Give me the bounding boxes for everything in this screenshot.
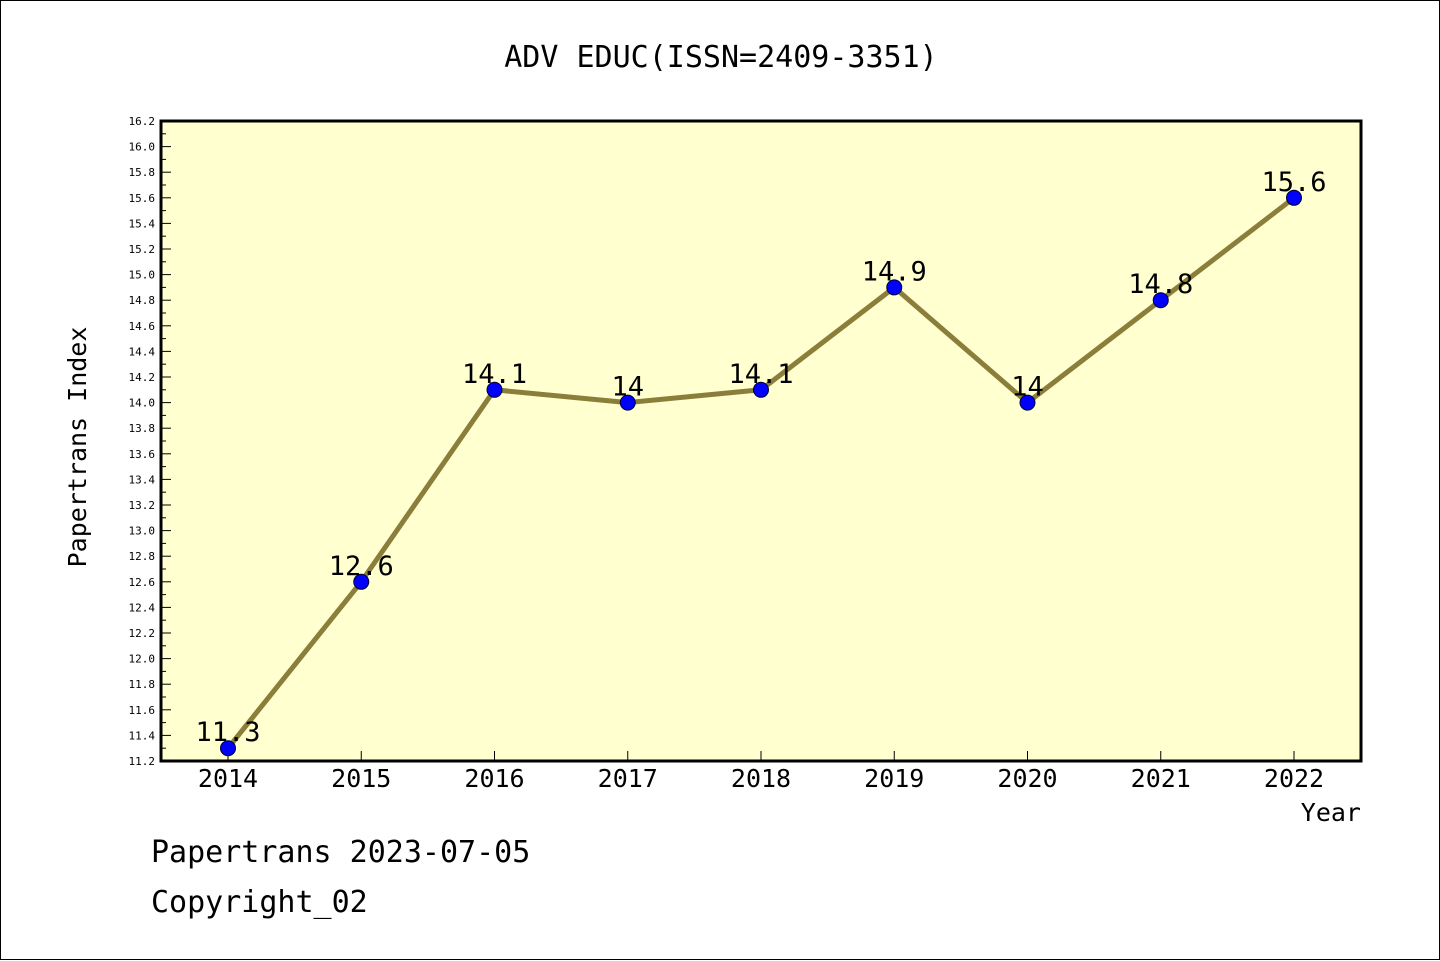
- y-tick-label: 16.0: [129, 141, 156, 154]
- y-tick-label: 14.6: [129, 320, 156, 333]
- y-tick-label: 12.6: [129, 576, 156, 589]
- x-tick-label: 2014: [198, 764, 258, 793]
- y-tick-label: 12.8: [129, 550, 156, 563]
- y-tick-label: 14.0: [129, 397, 156, 410]
- plot-area: [159, 119, 1363, 763]
- y-tick-label: 16.2: [129, 115, 156, 128]
- y-tick-label: 13.0: [129, 525, 156, 538]
- x-tick-label: 2021: [1131, 764, 1191, 793]
- y-tick-label: 13.4: [129, 473, 156, 486]
- y-tick-label: 15.4: [129, 217, 156, 230]
- x-axis: 2014 2015 2016 2017 2018 2019 2020 2021 2022: [198, 751, 1324, 793]
- x-tick-label: 2020: [997, 764, 1057, 793]
- y-tick-label: 11.4: [129, 729, 156, 742]
- y-tick-label: 13.8: [129, 422, 156, 435]
- data-point: [220, 740, 236, 757]
- x-tick-label: 2015: [331, 764, 391, 793]
- y-tick-label: 14.2: [129, 371, 156, 384]
- data-label: 14.1: [728, 359, 793, 390]
- y-tick-label: 15.0: [129, 269, 156, 282]
- x-tick-label: 2017: [598, 764, 658, 793]
- x-tick-label: 2022: [1264, 764, 1324, 793]
- data-label: 14: [611, 372, 644, 403]
- y-tick-label: 11.8: [129, 678, 156, 691]
- y-tick-label: 11.2: [129, 755, 156, 768]
- data-label: 14.9: [862, 256, 927, 287]
- data-label: 14.8: [1128, 269, 1193, 300]
- footer-copyright: Copyright_02: [151, 885, 368, 920]
- chart-title: ADV EDUC(ISSN=2409-3351): [504, 40, 937, 75]
- data-point: [486, 381, 503, 398]
- y-tick-label: 13.6: [129, 448, 156, 461]
- data-point: [1152, 292, 1169, 309]
- data-point: [1019, 394, 1036, 411]
- data-label: 11.3: [195, 717, 260, 748]
- y-tick-label: 14.8: [129, 294, 156, 307]
- data-point: [1286, 189, 1302, 206]
- y-axis: 11.2 11.4 11.6 11.8 12.0 12.2 12.4 12.6 12.8 13.0…: [129, 115, 171, 768]
- x-axis-label: Year: [1301, 798, 1361, 827]
- y-tick-label: 15.2: [129, 243, 156, 256]
- series-group: 11.3 12.6 14.1 14 14.1 14.9 14 14.8 15.6: [195, 167, 1327, 757]
- y-tick-label: 13.2: [129, 499, 156, 512]
- y-tick-label: 12.0: [129, 653, 156, 666]
- data-point: [886, 279, 903, 296]
- data-label: 14: [1011, 372, 1044, 403]
- x-tick-label: 2018: [731, 764, 791, 793]
- y-tick-label: 12.2: [129, 627, 156, 640]
- footer-date: Papertrans 2023-07-05: [151, 835, 531, 870]
- x-tick-label: 2016: [464, 764, 524, 793]
- data-point: [619, 394, 636, 411]
- y-tick-label: 11.6: [129, 704, 156, 717]
- y-tick-label: 15.8: [129, 166, 156, 179]
- data-point: [753, 381, 769, 398]
- x-tick-label: 2019: [864, 764, 924, 793]
- data-label: 15.6: [1261, 167, 1326, 198]
- data-label: 14.1: [462, 359, 527, 390]
- y-tick-label: 15.6: [129, 192, 156, 205]
- data-point: [353, 573, 370, 590]
- data-label: 12.6: [329, 551, 394, 582]
- y-tick-label: 14.4: [129, 345, 156, 358]
- y-tick-label: 12.4: [129, 601, 156, 614]
- y-axis-label: Papertrans Index: [63, 327, 92, 568]
